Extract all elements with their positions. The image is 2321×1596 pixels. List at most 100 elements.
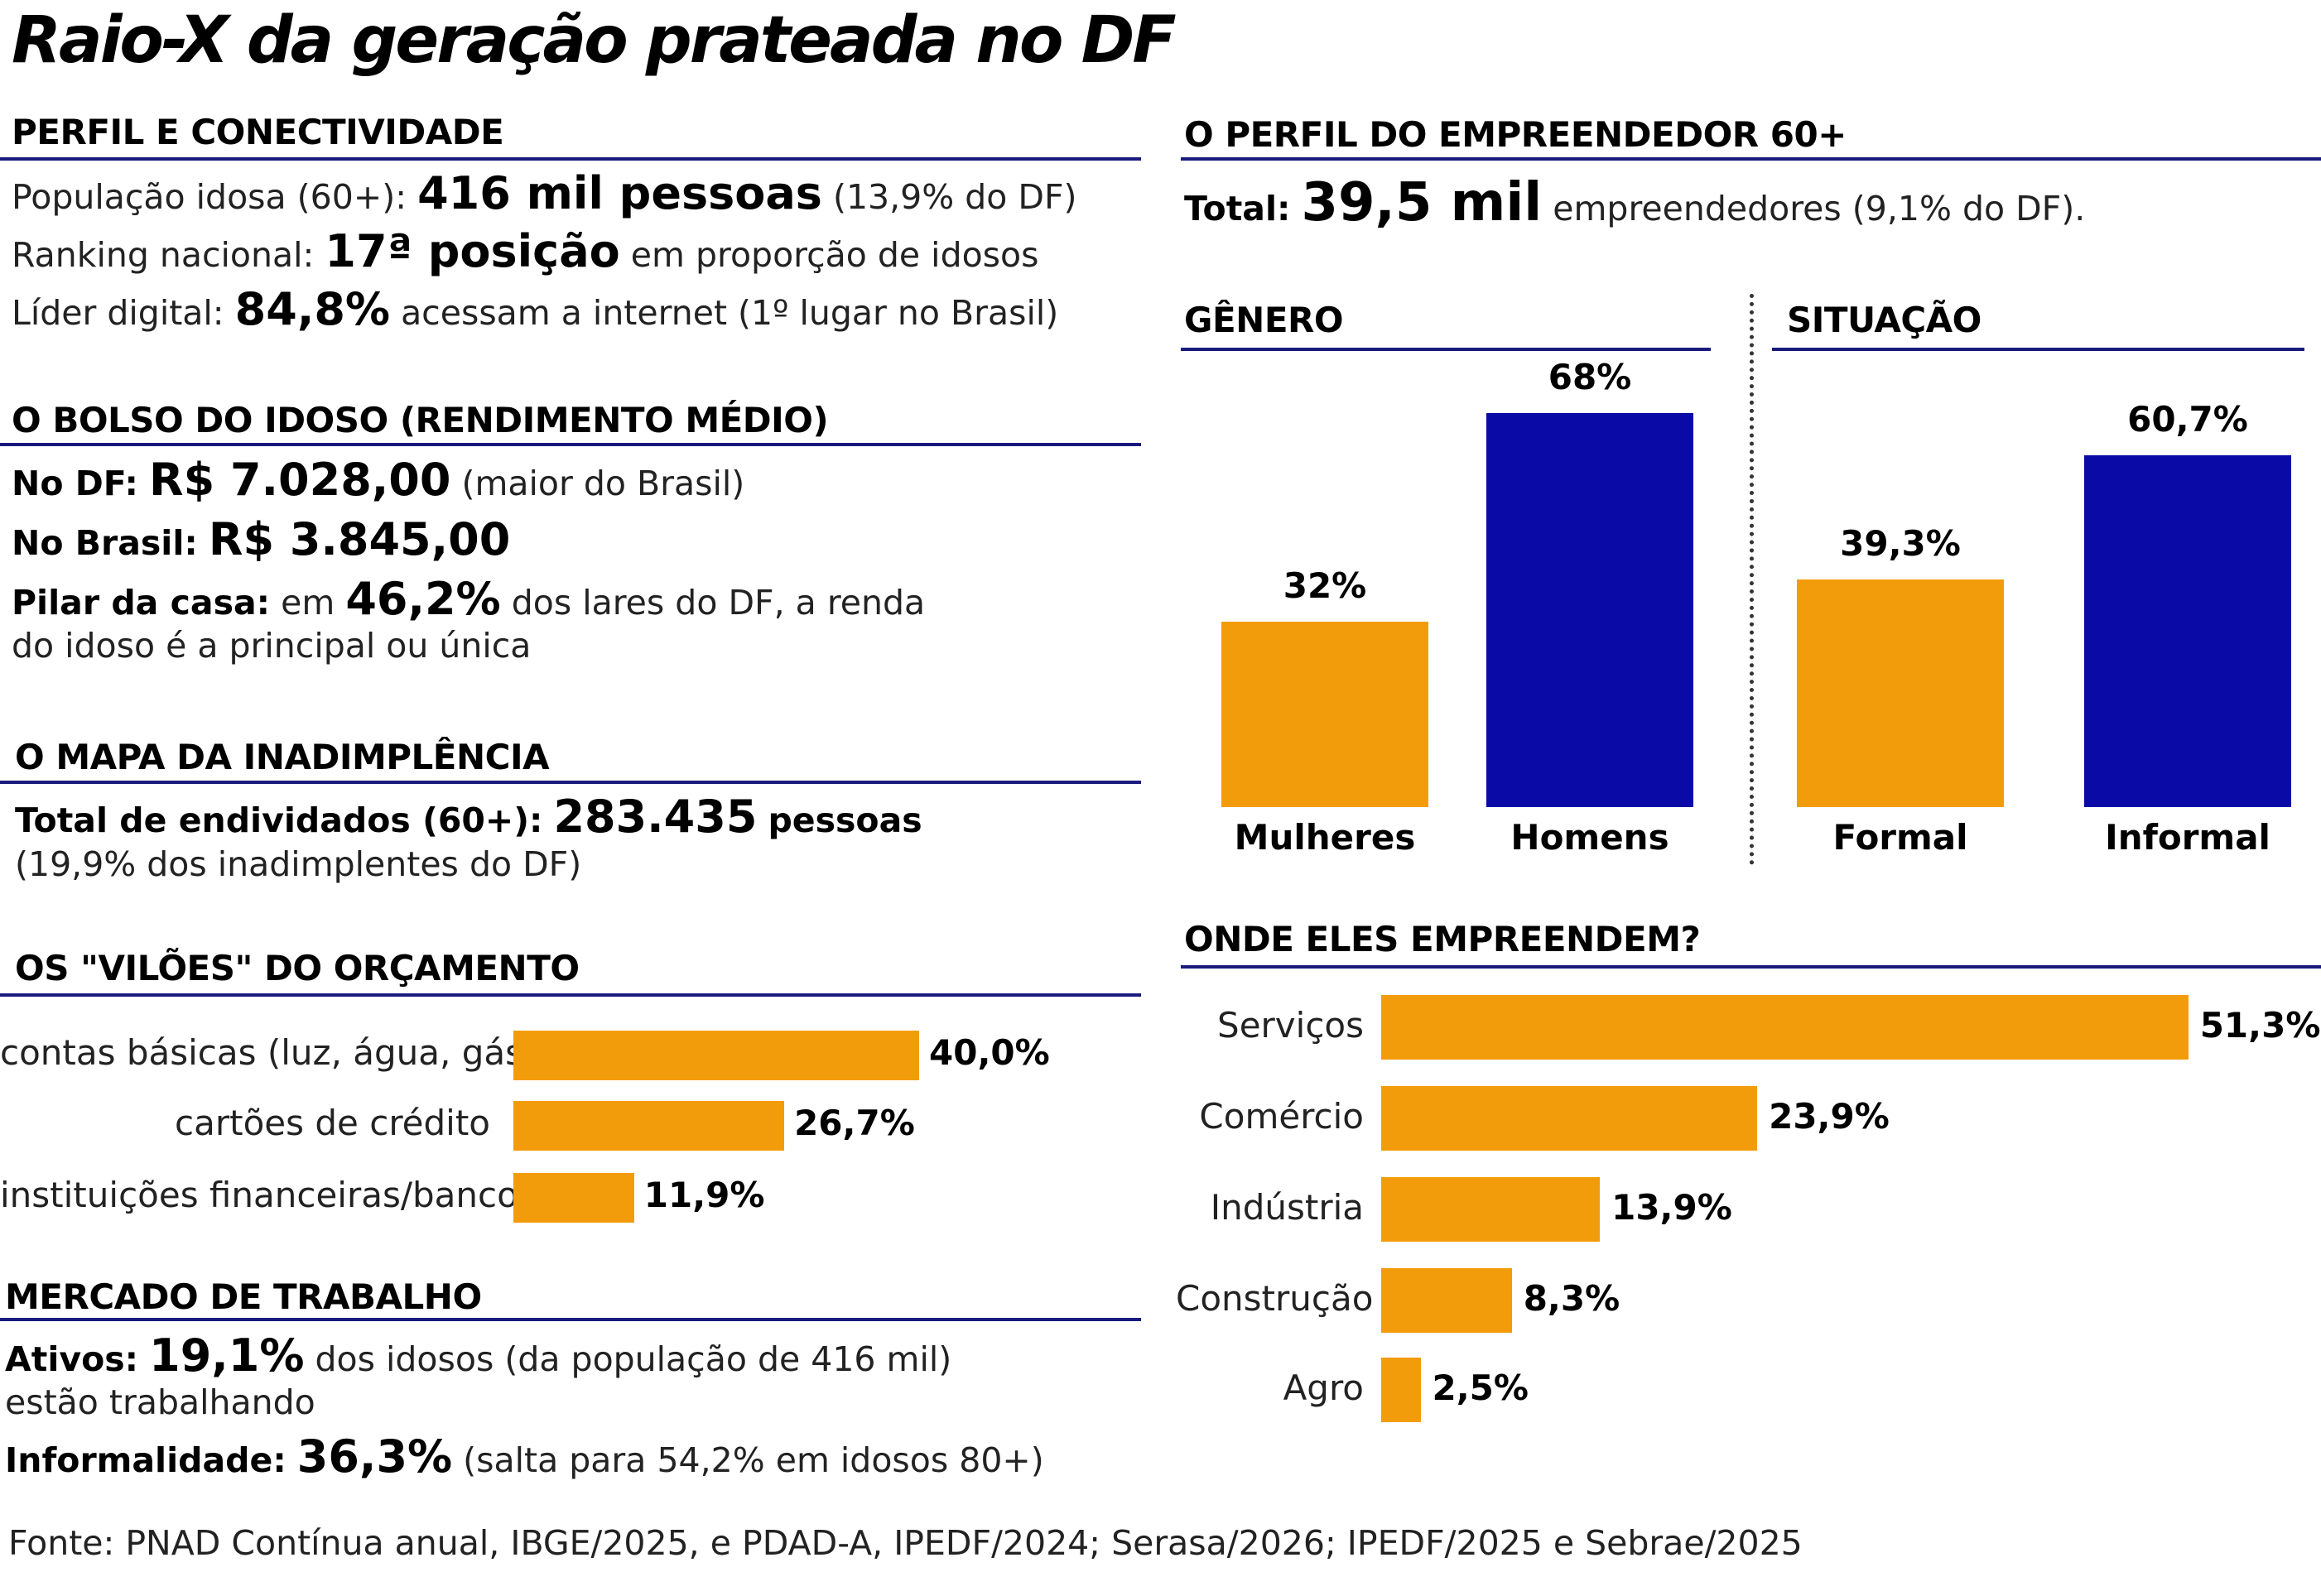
bar-category-label: Construção — [1176, 1278, 1374, 1319]
bar — [1381, 1358, 1421, 1422]
perfil-line-3: Líder digital: 84,8% acessam a internet … — [12, 283, 1058, 335]
bar-value-label: 2,5% — [1432, 1368, 1529, 1408]
bar — [1381, 1086, 1758, 1151]
label: No DF: — [12, 464, 138, 503]
highlight: R$ 3.845,00 — [208, 513, 511, 565]
highlight: 283.435 — [553, 791, 758, 843]
bar-category-label: Agro — [1283, 1368, 1364, 1408]
text: dos lares do DF, a renda — [511, 583, 926, 623]
text: (salta para 54,2% em idosos 80+) — [463, 1440, 1044, 1480]
section-heading-bolso: O BOLSO DO IDOSO (RENDIMENTO MÉDIO) — [12, 400, 829, 440]
mapa-line-2: (19,9% dos inadimplentes do DF) — [15, 844, 582, 884]
highlight: 19,1% — [149, 1329, 305, 1382]
text: empreendedores (9,1% do DF). — [1553, 189, 2086, 228]
section-rule — [0, 443, 1141, 446]
highlight: 39,5 mil — [1301, 172, 1543, 233]
bar — [1381, 1268, 1512, 1333]
mercado-line-3: Informalidade: 36,3% (salta para 54,2% e… — [5, 1430, 1044, 1483]
bar — [513, 1173, 634, 1223]
section-heading-genero: GÊNERO — [1184, 300, 1344, 340]
section-heading-viloes: OS "VILÕES" DO ORÇAMENTO — [15, 948, 580, 988]
section-heading-mapa: O MAPA DA INADIMPLÊNCIA — [15, 737, 550, 777]
section-heading-empreendedor: O PERFIL DO EMPREENDEDOR 60+ — [1184, 114, 1847, 155]
bar — [1486, 413, 1693, 807]
bar-category-label: Formal — [1832, 817, 1968, 858]
label: pessoas — [768, 800, 922, 840]
bar-category-label: Informal — [2105, 817, 2270, 858]
label: Ativos: — [5, 1339, 139, 1379]
section-rule — [1181, 348, 1711, 351]
perfil-line-2: Ranking nacional: 17ª posição em proporç… — [12, 225, 1038, 277]
section-rule — [1181, 965, 2321, 969]
bar — [2084, 455, 2291, 807]
text: dos idosos (da população de 416 mil) — [315, 1339, 952, 1379]
bar-category-label: Comércio — [1199, 1096, 1364, 1137]
highlight: R$ 7.028,00 — [149, 454, 451, 506]
bar-value-label: 39,3% — [1840, 522, 1961, 564]
bolso-line-3: Pilar da casa: em 46,2% dos lares do DF,… — [12, 573, 925, 625]
section-heading-perfil: PERFIL E CONECTIVIDADE — [12, 112, 504, 152]
bar-category-label: instituições financeiras/bancos — [0, 1175, 537, 1215]
section-rule — [0, 157, 1141, 161]
highlight: 17ª posição — [325, 225, 620, 277]
bar — [1381, 1177, 1601, 1242]
bar — [1221, 622, 1428, 807]
text: acessam a internet (1º lugar no Brasil) — [401, 293, 1059, 333]
bar — [1381, 995, 2189, 1060]
section-rule — [0, 1318, 1141, 1321]
bar-category-label: Mulheres — [1234, 817, 1416, 858]
dotted-divider — [1750, 294, 1754, 865]
source-footer: Fonte: PNAD Contínua anual, IBGE/2025, e… — [8, 1523, 1803, 1563]
label: Total de endividados (60+): — [15, 800, 543, 840]
bar-category-label: Serviços — [1217, 1005, 1364, 1046]
section-rule — [1181, 157, 2321, 161]
mercado-line-2: estão trabalhando — [5, 1382, 315, 1422]
page-title: Raio-X da geração prateada no DF — [12, 3, 1177, 78]
bar-category-label: Indústria — [1210, 1187, 1364, 1228]
bar-value-label: 11,9% — [643, 1175, 765, 1215]
bolso-line-2: No Brasil: R$ 3.845,00 — [12, 513, 510, 565]
text: (maior do Brasil) — [461, 464, 745, 503]
bar-category-label: contas básicas (luz, água, gás) — [0, 1032, 537, 1073]
label: Informalidade: — [5, 1440, 287, 1480]
bar-category-label: Homens — [1510, 817, 1669, 858]
mapa-line-1: Total de endividados (60+): 283.435 pess… — [15, 791, 922, 843]
bar-value-label: 8,3% — [1523, 1278, 1620, 1319]
bar-value-label: 23,9% — [1769, 1096, 1890, 1137]
bar-value-label: 51,3% — [2199, 1005, 2321, 1046]
bar — [1797, 579, 2004, 807]
bar-category-label: cartões de crédito — [175, 1103, 490, 1143]
bolso-line-4: do idoso é a principal ou única — [12, 626, 532, 666]
section-rule — [0, 781, 1141, 784]
highlight: 416 mil pessoas — [417, 167, 822, 219]
text: em proporção de idosos — [630, 235, 1039, 275]
section-heading-onde: ONDE ELES EMPREENDEM? — [1184, 919, 1701, 959]
text: Líder digital: — [12, 293, 224, 333]
label: Total: — [1184, 189, 1291, 228]
section-heading-situacao: SITUAÇÃO — [1787, 300, 1982, 340]
highlight: 46,2% — [345, 573, 501, 625]
text: em — [281, 583, 335, 623]
text: População idosa (60+): — [12, 177, 407, 217]
label: Pilar da casa: — [12, 583, 271, 623]
bar — [513, 1101, 785, 1151]
text: Ranking nacional: — [12, 235, 315, 275]
bar-value-label: 26,7% — [794, 1103, 915, 1143]
section-rule — [1772, 348, 2304, 351]
bar-value-label: 13,9% — [1611, 1187, 1732, 1228]
bar-value-label: 60,7% — [2127, 399, 2248, 440]
label: No Brasil: — [12, 523, 198, 563]
text: (13,9% do DF) — [832, 177, 1077, 217]
bar — [513, 1031, 919, 1080]
bolso-line-1: No DF: R$ 7.028,00 (maior do Brasil) — [12, 454, 744, 506]
highlight: 36,3% — [296, 1430, 453, 1483]
bar-value-label: 68% — [1548, 357, 1632, 397]
highlight: 84,8% — [234, 283, 391, 335]
empreendedor-total: Total: 39,5 mil empreendedores (9,1% do … — [1184, 172, 2085, 233]
bar-value-label: 40,0% — [929, 1032, 1050, 1073]
bar-value-label: 32% — [1283, 565, 1367, 606]
mercado-line-1: Ativos: 19,1% dos idosos (da população d… — [5, 1329, 951, 1382]
section-heading-mercado: MERCADO DE TRABALHO — [5, 1276, 482, 1317]
perfil-line-1: População idosa (60+): 416 mil pessoas (… — [12, 167, 1077, 219]
section-rule — [0, 993, 1141, 997]
